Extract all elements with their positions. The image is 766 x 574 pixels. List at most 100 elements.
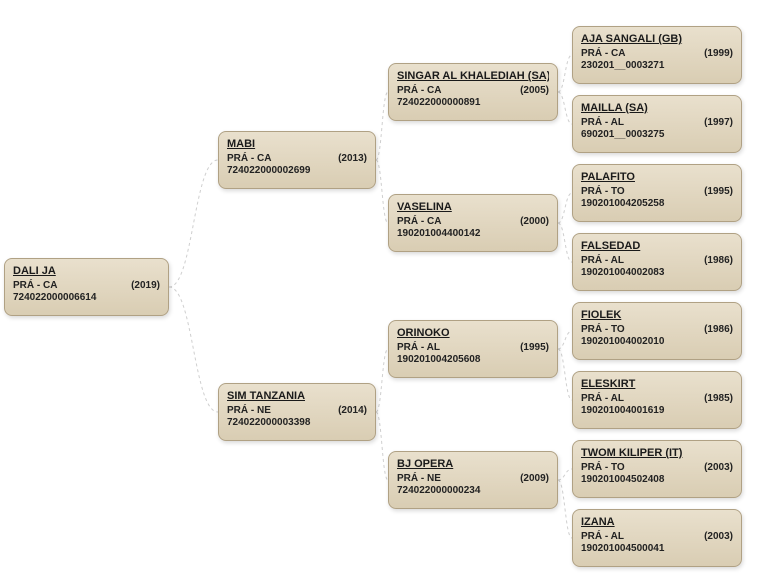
card-year: (1995) xyxy=(520,342,549,353)
edge xyxy=(558,469,572,480)
edge xyxy=(376,349,388,412)
card-meta-row: PRÁ - NE (2009) xyxy=(397,473,549,484)
card-breed: PRÁ - TO xyxy=(581,324,625,335)
card-registration: 690201__0003275 xyxy=(581,129,733,140)
card-year: (1986) xyxy=(704,324,733,335)
pedigree-card[interactable]: ORINOKO PRÁ - AL (1995)190201004205608 xyxy=(388,320,558,378)
card-name[interactable]: PALAFITO xyxy=(581,171,733,183)
card-registration: 190201004002010 xyxy=(581,336,733,347)
card-registration: 190201004205258 xyxy=(581,198,733,209)
card-year: (2009) xyxy=(520,473,549,484)
card-registration: 724022000006614 xyxy=(13,292,160,303)
edge xyxy=(558,331,572,349)
pedigree-card[interactable]: BJ OPERA PRÁ - NE (2009)724022000000234 xyxy=(388,451,558,509)
pedigree-card[interactable]: ELESKIRT PRÁ - AL (1985)190201004001619 xyxy=(572,371,742,429)
card-meta-row: PRÁ - TO (1986) xyxy=(581,324,733,335)
card-registration: 724022000003398 xyxy=(227,417,367,428)
card-breed: PRÁ - NE xyxy=(397,473,441,484)
edge xyxy=(169,287,218,412)
pedigree-card[interactable]: MAILLA (SA) PRÁ - AL (1997)690201__0003275 xyxy=(572,95,742,153)
card-name[interactable]: BJ OPERA xyxy=(397,458,549,470)
card-name[interactable]: IZANA xyxy=(581,516,733,528)
card-meta-row: PRÁ - CA (1999) xyxy=(581,48,733,59)
card-name[interactable]: ELESKIRT xyxy=(581,378,733,390)
card-year: (1997) xyxy=(704,117,733,128)
card-breed: PRÁ - NE xyxy=(227,405,271,416)
pedigree-card[interactable]: IZANA PRÁ - AL (2003)190201004500041 xyxy=(572,509,742,567)
card-breed: PRÁ - AL xyxy=(581,117,624,128)
card-name[interactable]: FALSEDAD xyxy=(581,240,733,252)
card-name[interactable]: AJA SANGALI (GB) xyxy=(581,33,733,45)
edge xyxy=(376,92,388,160)
card-name[interactable]: TWOM KILIPER (IT) xyxy=(581,447,733,459)
card-meta-row: PRÁ - CA(2019) xyxy=(13,280,160,291)
pedigree-card[interactable]: VASELINA PRÁ - CA (2000)190201004400142 xyxy=(388,194,558,252)
card-registration: 724022000000891 xyxy=(397,97,549,108)
card-name[interactable]: VASELINA xyxy=(397,201,549,213)
card-year: (1999) xyxy=(704,48,733,59)
card-registration: 190201004002083 xyxy=(581,267,733,278)
card-meta-row: PRÁ - AL (1986) xyxy=(581,255,733,266)
card-registration: 190201004502408 xyxy=(581,474,733,485)
card-registration: 230201__0003271 xyxy=(581,60,733,71)
edge xyxy=(169,160,218,287)
card-breed: PRÁ - AL xyxy=(397,342,440,353)
card-breed: PRÁ - CA xyxy=(581,48,625,59)
edge xyxy=(558,223,572,262)
card-meta-row: PRÁ - CA (2000) xyxy=(397,216,549,227)
card-meta-row: PRÁ - NE (2014) xyxy=(227,405,367,416)
edge xyxy=(376,412,388,480)
card-year: (1986) xyxy=(704,255,733,266)
edge xyxy=(558,349,572,400)
card-breed: PRÁ - TO xyxy=(581,462,625,473)
edge xyxy=(558,193,572,223)
card-year: (2003) xyxy=(704,531,733,542)
pedigree-card[interactable]: SIM TANZANIA PRÁ - NE (2014)72402200000339… xyxy=(218,383,376,441)
card-meta-row: PRÁ - AL (1995) xyxy=(397,342,549,353)
card-name[interactable]: FIOLEK xyxy=(581,309,733,321)
card-breed: PRÁ - TO xyxy=(581,186,625,197)
card-breed: PRÁ - CA xyxy=(13,280,57,291)
pedigree-card[interactable]: AJA SANGALI (GB) PRÁ - CA (1999)230201__00… xyxy=(572,26,742,84)
pedigree-card[interactable]: TWOM KILIPER (IT) PRÁ - TO (2003)190201004… xyxy=(572,440,742,498)
card-year: (2000) xyxy=(520,216,549,227)
pedigree-card[interactable]: SINGAR AL KHALEDIAH (SA) PRÁ - CA(2005)72… xyxy=(388,63,558,121)
card-name[interactable]: MAILLA (SA) xyxy=(581,102,733,114)
card-registration: 190201004205608 xyxy=(397,354,549,365)
card-name[interactable]: ORINOKO xyxy=(397,327,549,339)
card-name[interactable]: SIM TANZANIA xyxy=(227,390,367,402)
card-breed: PRÁ - AL xyxy=(581,531,624,542)
card-meta-row: PRÁ - TO (2003) xyxy=(581,462,733,473)
pedigree-card[interactable]: DALI JA PRÁ - CA(2019)724022000006614 xyxy=(4,258,169,316)
edge xyxy=(376,160,388,223)
card-breed: PRÁ - AL xyxy=(581,393,624,404)
card-registration: 190201004400142 xyxy=(397,228,549,239)
card-meta-row: PRÁ - AL (2003) xyxy=(581,531,733,542)
card-year: (1985) xyxy=(704,393,733,404)
card-year: (2005) xyxy=(520,85,549,96)
card-year: (2013) xyxy=(338,153,367,164)
pedigree-card[interactable]: FIOLEK PRÁ - TO (1986)190201004002010 xyxy=(572,302,742,360)
pedigree-card[interactable]: MABIPRÁ - CA(2013)724022000002699 xyxy=(218,131,376,189)
card-name[interactable]: MABI xyxy=(227,138,367,150)
card-meta-row: PRÁ - AL (1997) xyxy=(581,117,733,128)
card-name[interactable]: DALI JA xyxy=(13,265,160,277)
card-breed: PRÁ - CA xyxy=(397,216,441,227)
card-registration: 190201004001619 xyxy=(581,405,733,416)
card-meta-row: PRÁ - AL (1985) xyxy=(581,393,733,404)
edge xyxy=(558,92,572,124)
card-year: (1995) xyxy=(704,186,733,197)
card-registration: 190201004500041 xyxy=(581,543,733,554)
card-year: (2014) xyxy=(338,405,367,416)
card-breed: PRÁ - AL xyxy=(581,255,624,266)
pedigree-card[interactable]: PALAFITO PRÁ - TO (1995)190201004205258 xyxy=(572,164,742,222)
card-breed: PRÁ - CA xyxy=(227,153,271,164)
card-name[interactable]: SINGAR AL KHALEDIAH (SA) xyxy=(397,70,549,82)
card-year: (2003) xyxy=(704,462,733,473)
card-registration: 724022000000234 xyxy=(397,485,549,496)
card-meta-row: PRÁ - CA(2005) xyxy=(397,85,549,96)
edge xyxy=(558,480,572,538)
edge xyxy=(558,55,572,92)
pedigree-card[interactable]: FALSEDAD PRÁ - AL (1986)190201004002083 xyxy=(572,233,742,291)
card-meta-row: PRÁ - CA (2013) xyxy=(227,153,367,164)
